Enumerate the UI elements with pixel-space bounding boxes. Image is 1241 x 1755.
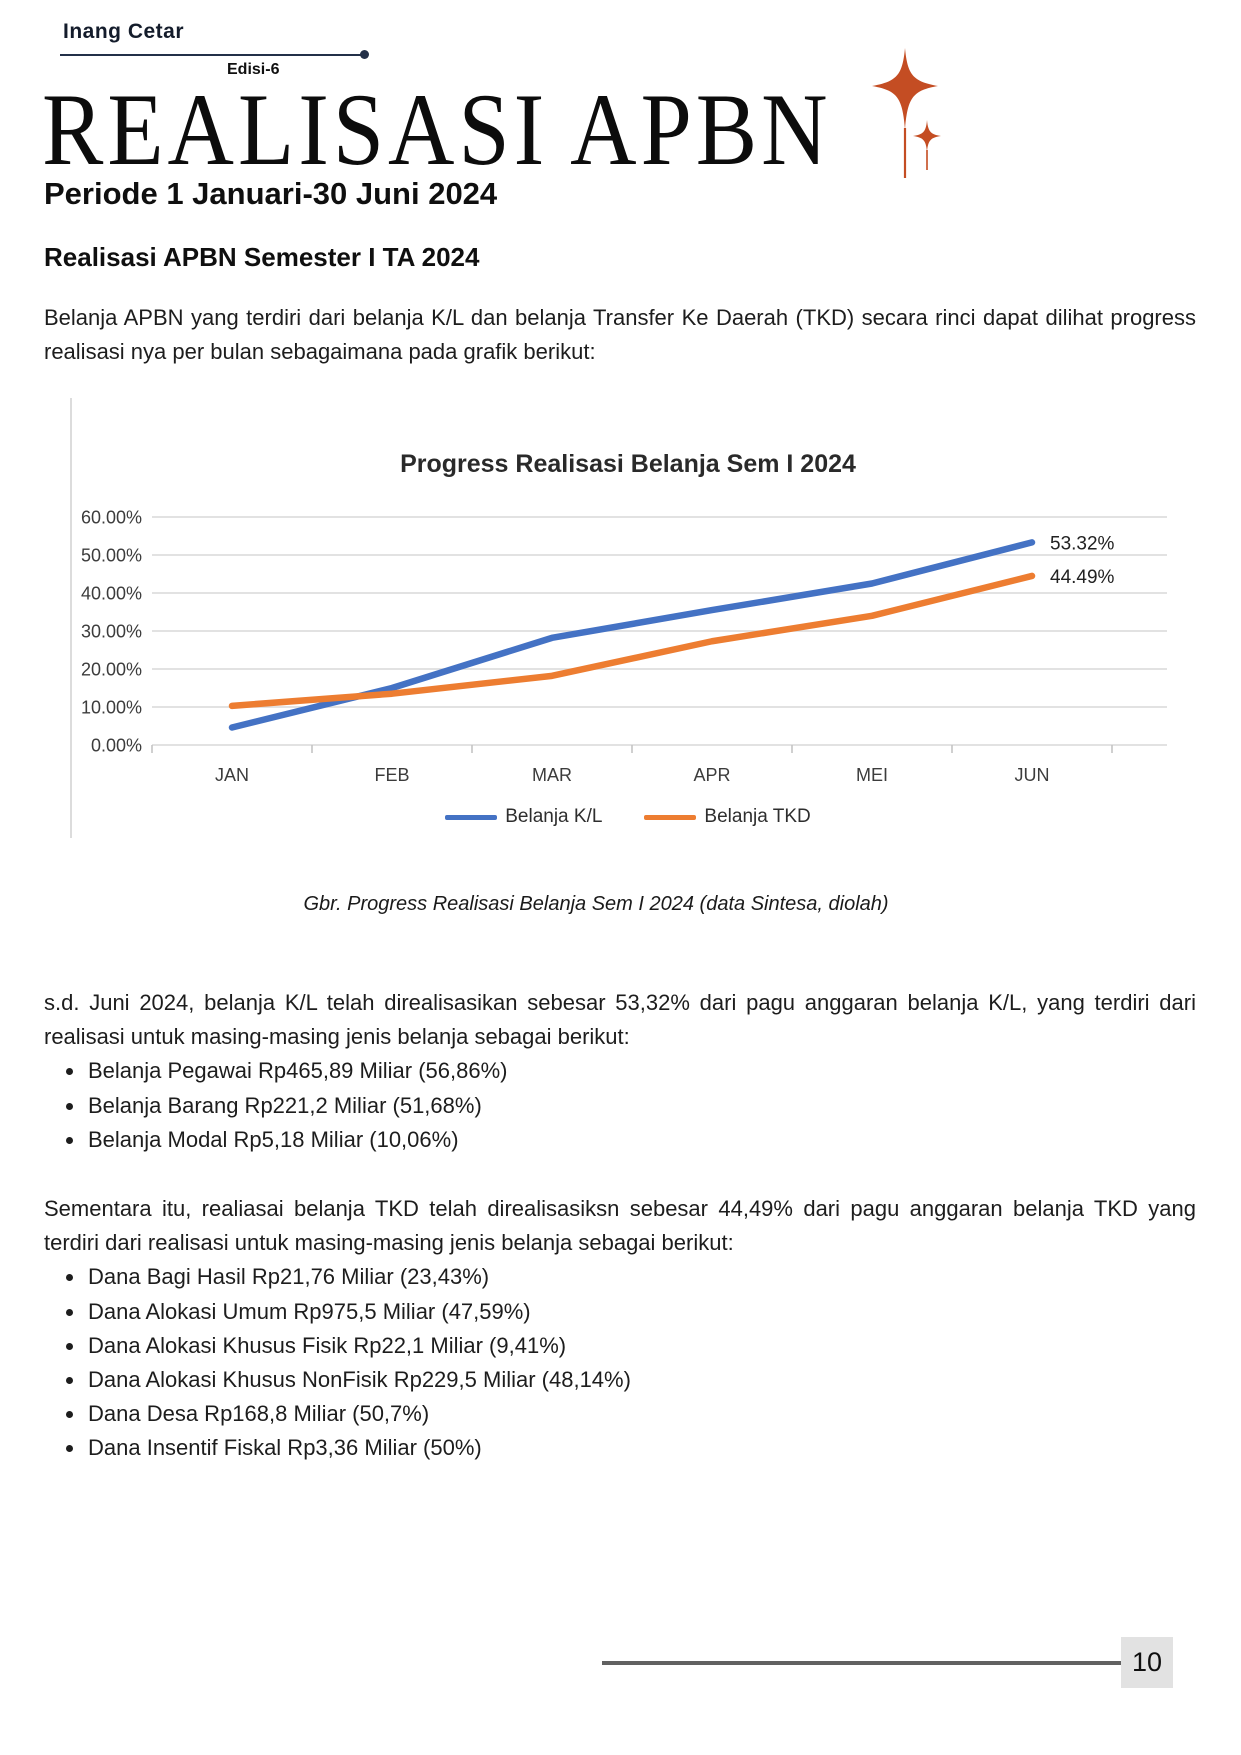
list-item: Belanja Modal Rp5,18 Miliar (10,06%) — [86, 1123, 1196, 1157]
chart-legend: Belanja K/L Belanja TKD — [72, 806, 1184, 828]
sparkle-svg — [872, 48, 941, 178]
page-title: REALISASI APBN — [42, 72, 832, 187]
list-item: Dana Desa Rp168,8 Miliar (50,7%) — [86, 1397, 1196, 1431]
list-item: Dana Bagi Hasil Rp21,76 Miliar (23,43%) — [86, 1260, 1196, 1294]
edition-label: Edisi-6 — [227, 61, 280, 78]
page-number: 10 — [1121, 1637, 1173, 1688]
list-item: Dana Insentif Fiskal Rp3,36 Miliar (50%) — [86, 1431, 1196, 1465]
svg-text:JAN: JAN — [215, 765, 249, 785]
chart: Progress Realisasi Belanja Sem I 2024 60… — [70, 398, 1184, 838]
svg-text:60.00%: 60.00% — [81, 508, 142, 528]
section-heading: Realisasi APBN Semester I TA 2024 — [44, 242, 480, 272]
tkd-paragraph: Sementara itu, realiasai belanja TKD tel… — [44, 1196, 1196, 1256]
list-item: Dana Alokasi Umum Rp975,5 Miliar (47,59%… — [86, 1295, 1196, 1329]
svg-text:50.00%: 50.00% — [81, 546, 142, 566]
svg-text:40.00%: 40.00% — [81, 584, 142, 604]
list-item: Dana Alokasi Khusus Fisik Rp22,1 Miliar … — [86, 1329, 1196, 1363]
tkd-list: Dana Bagi Hasil Rp21,76 Miliar (23,43%)D… — [44, 1260, 1196, 1465]
kl-paragraph: s.d. Juni 2024, belanja K/L telah direal… — [44, 990, 1196, 1050]
intro-paragraph: Belanja APBN yang terdiri dari belanja K… — [44, 305, 1196, 365]
figure-caption: Gbr. Progress Realisasi Belanja Sem I 20… — [303, 893, 889, 915]
svg-text:10.00%: 10.00% — [81, 698, 142, 718]
legend-swatch — [644, 814, 697, 820]
article-body: s.d. Juni 2024, belanja K/L telah direal… — [44, 986, 1196, 1466]
legend-swatch — [445, 814, 498, 820]
brand-name: Inang Cetar — [63, 20, 185, 43]
list-item: Dana Alokasi Khusus NonFisik Rp229,5 Mil… — [86, 1363, 1196, 1397]
footer-rule — [602, 1661, 1121, 1665]
svg-text:MAR: MAR — [532, 765, 572, 785]
list-item: Belanja Pegawai Rp465,89 Miliar (56,86%) — [86, 1054, 1196, 1088]
legend-label: Belanja TKD — [704, 806, 811, 827]
svg-text:20.00%: 20.00% — [81, 660, 142, 680]
svg-text:0.00%: 0.00% — [91, 736, 142, 756]
list-item: Belanja Barang Rp221,2 Miliar (51,68%) — [86, 1089, 1196, 1123]
svg-text:53.32%: 53.32% — [1050, 533, 1115, 554]
legend-item: Belanja TKD — [644, 806, 811, 828]
sparkle-icon — [845, 40, 965, 190]
svg-text:FEB: FEB — [374, 765, 409, 785]
period-subtitle: Periode 1 Januari-30 Juni 2024 — [44, 176, 498, 211]
legend-item: Belanja K/L — [445, 806, 602, 828]
svg-text:JUN: JUN — [1015, 765, 1050, 785]
svg-text:30.00%: 30.00% — [81, 622, 142, 642]
svg-text:APR: APR — [693, 765, 730, 785]
kl-list: Belanja Pegawai Rp465,89 Miliar (56,86%)… — [44, 1054, 1196, 1157]
brand-rule — [60, 54, 363, 56]
svg-text:MEI: MEI — [856, 765, 888, 785]
chart-svg: 60.00% 50.00% 40.00% 30.00% 20.00% 10.00% 0.00… — [81, 508, 1167, 785]
legend-label: Belanja K/L — [505, 806, 603, 827]
brand-rule-end-dot — [360, 50, 369, 59]
svg-text:44.49%: 44.49% — [1050, 567, 1115, 588]
chart-title: Progress Realisasi Belanja Sem I 2024 — [400, 450, 856, 478]
